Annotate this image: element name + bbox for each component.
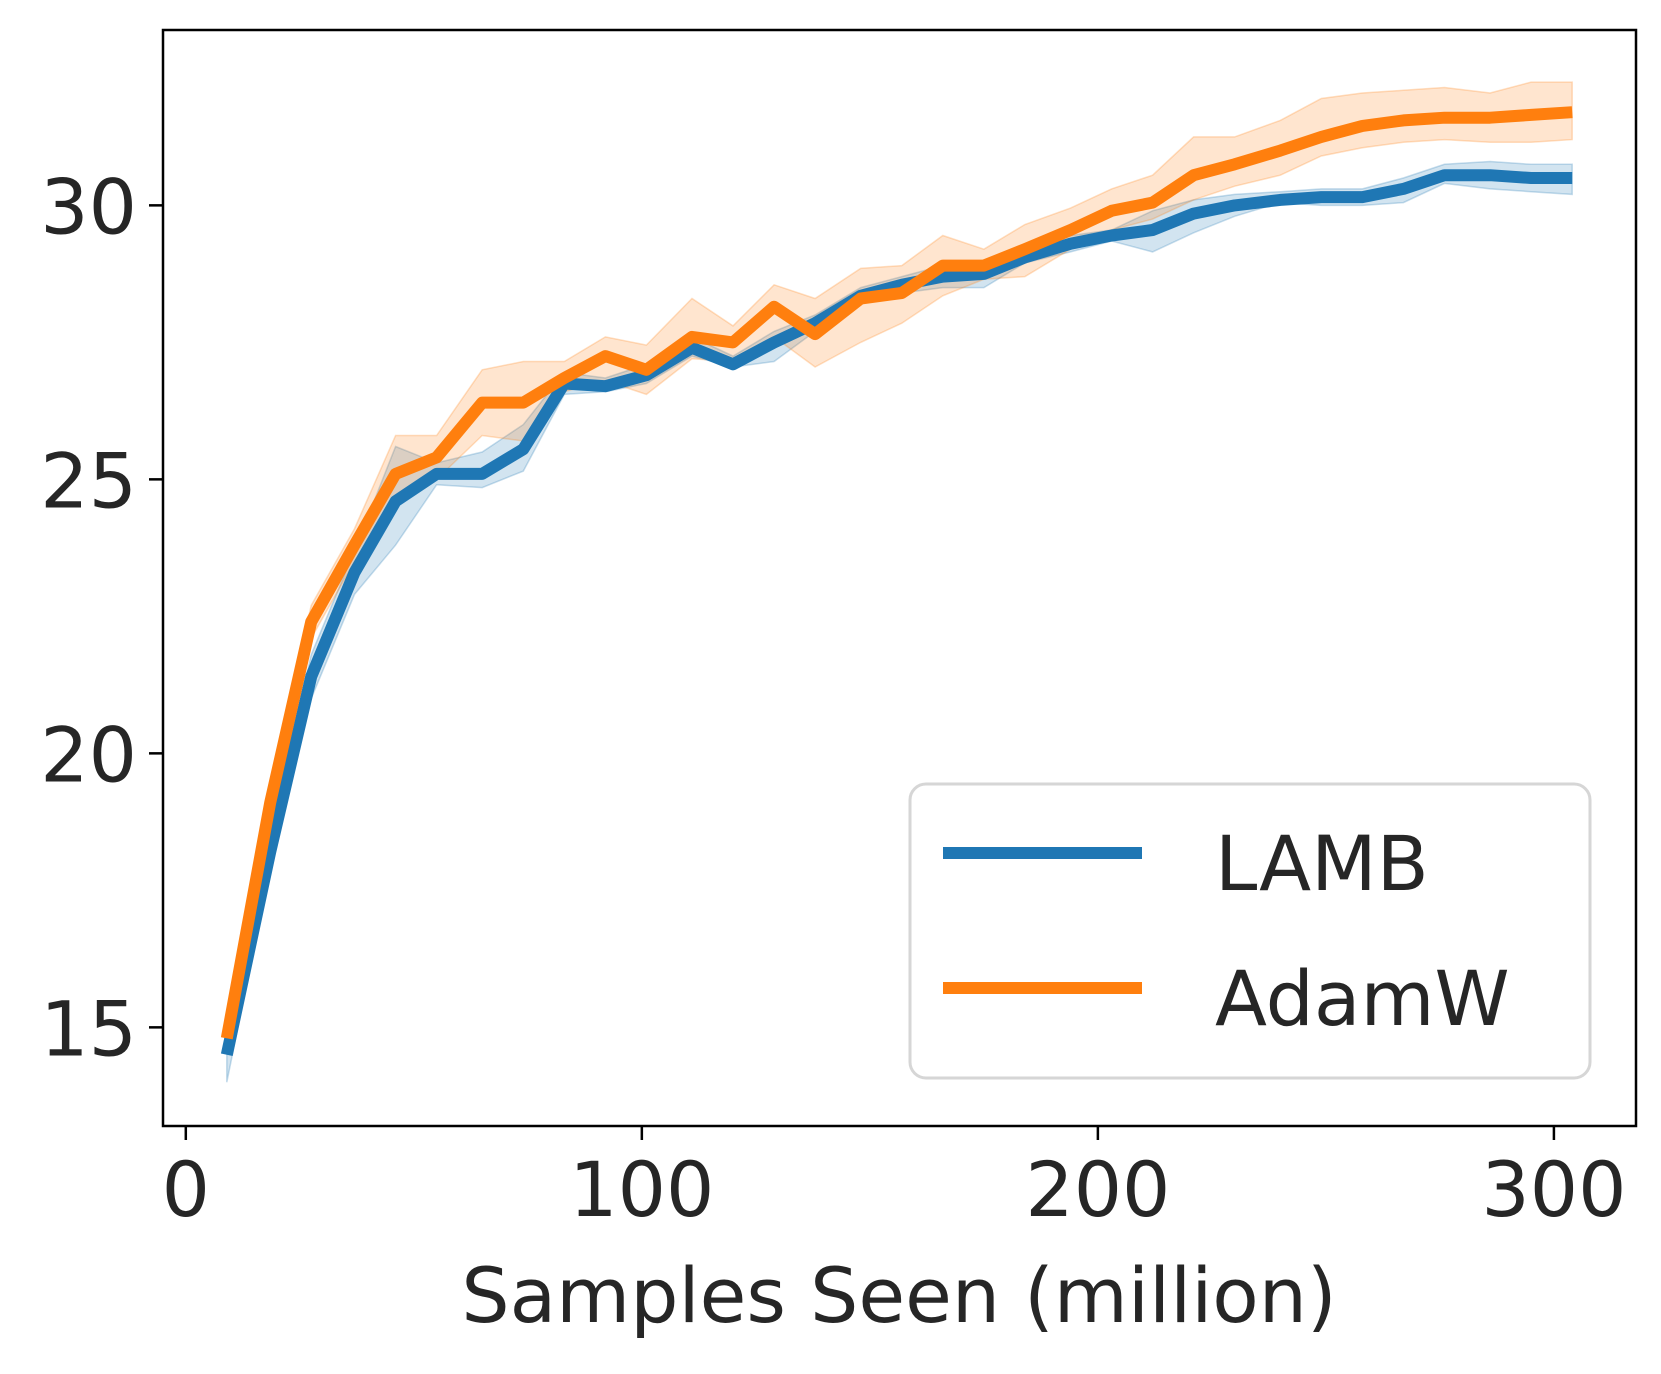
- x-tick-label: 300: [1481, 1145, 1626, 1234]
- legend-label-lamb: LAMB: [1215, 819, 1429, 908]
- y-tick-label: 20: [40, 710, 137, 799]
- series-line-adamw: [220, 106, 1573, 1040]
- plot-frame: [161, 28, 1638, 1128]
- y-axis-ticks: 15 20 25 30: [40, 162, 163, 1073]
- x-tick-label: 200: [1025, 1145, 1170, 1234]
- band-adamw: [226, 81, 1573, 1050]
- legend: LAMB AdamW: [908, 782, 1592, 1080]
- y-tick-label: 15: [40, 984, 137, 1073]
- series-line-lamb: [220, 169, 1573, 1057]
- legend-label-adamw: AdamW: [1215, 954, 1510, 1043]
- x-tick-label: 100: [569, 1145, 714, 1234]
- series-lines: [220, 106, 1573, 1057]
- y-tick-label: 30: [40, 162, 137, 251]
- y-tick-label: 25: [40, 436, 137, 525]
- x-axis-ticks: 0 100 200 300: [162, 1126, 1626, 1234]
- x-tick-label: 0: [162, 1145, 210, 1234]
- x-axis-title: Samples Seen (million): [461, 1251, 1336, 1340]
